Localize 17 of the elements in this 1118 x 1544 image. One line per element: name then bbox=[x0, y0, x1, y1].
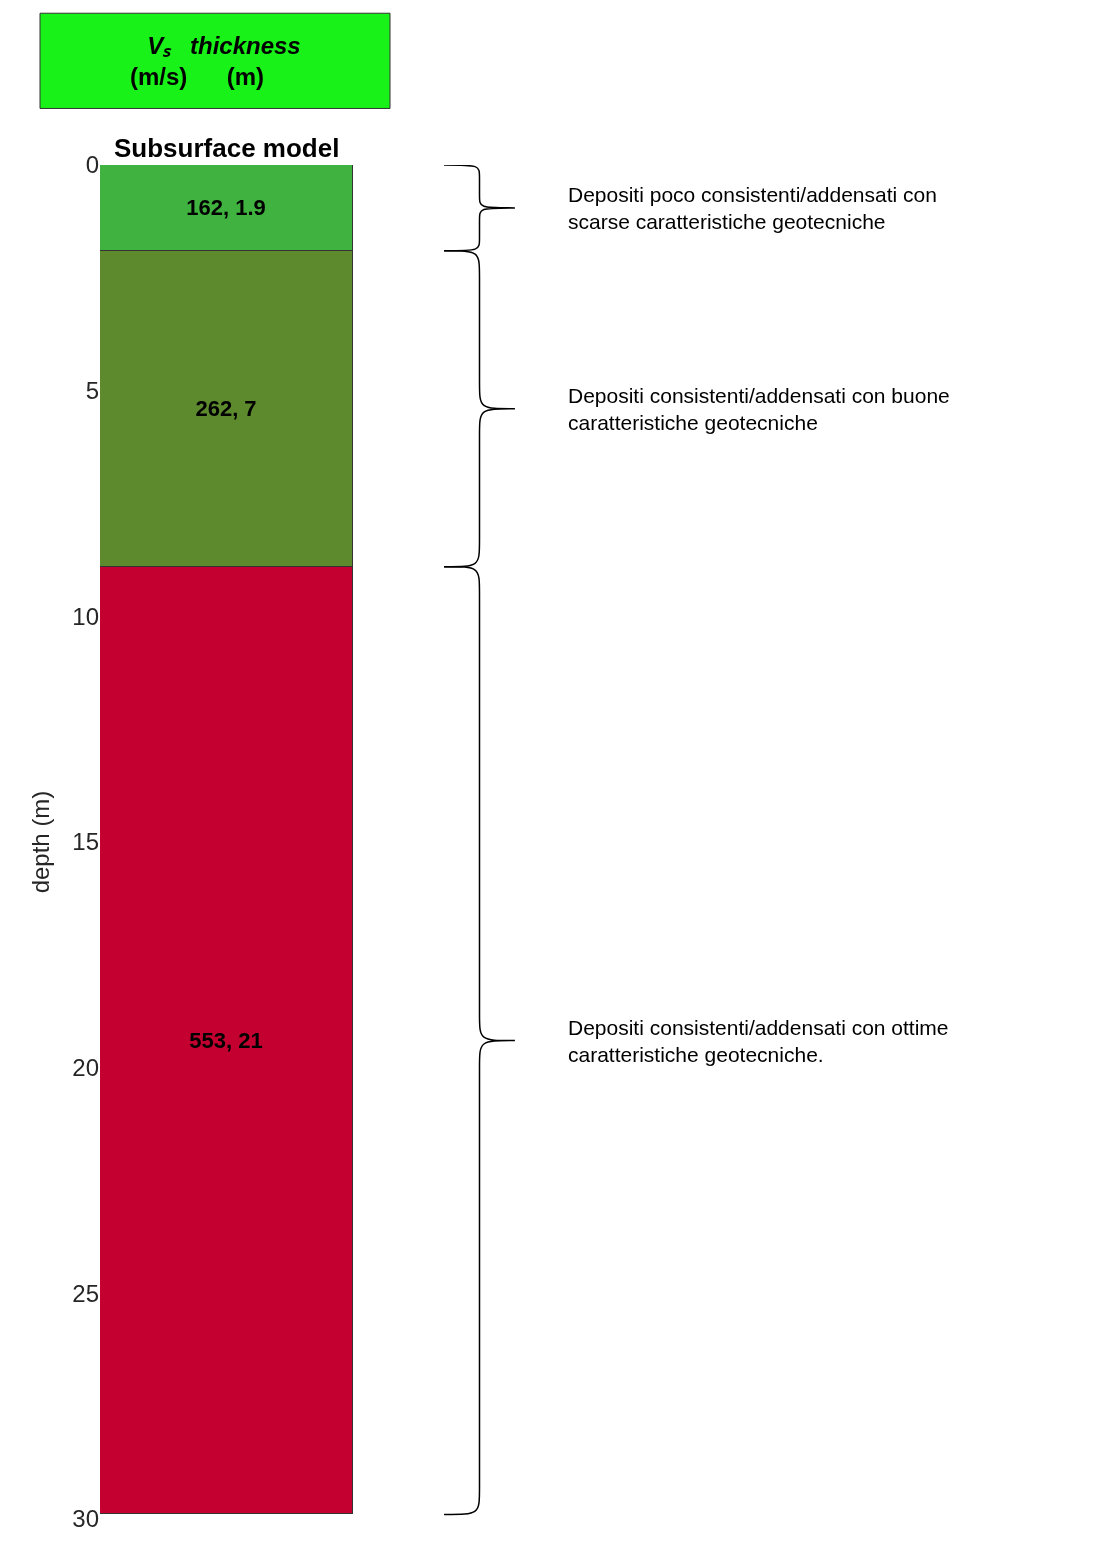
text: thickness (m) bbox=[190, 32, 301, 91]
chart-title: Subsurface model bbox=[114, 133, 340, 163]
y-tick-label: 15 bbox=[72, 828, 99, 856]
y-tick-label: 0 bbox=[85, 151, 99, 179]
text: Depositi poco consistenti/addensati con scarse caratteristiche geotecniche bbox=[568, 183, 937, 234]
y-tick-label: 25 bbox=[72, 1279, 99, 1307]
data-label: 553, 21 bbox=[189, 1027, 263, 1053]
y-tick-label: 20 bbox=[72, 1054, 99, 1082]
data-label: 162, 1.9 bbox=[186, 195, 266, 220]
text: Vₛ (m/s) bbox=[130, 32, 188, 91]
y-tick-label: 30 bbox=[72, 1505, 99, 1533]
text: Depositi consistenti/addensati con ottime caratteristiche geotecniche. bbox=[568, 1016, 949, 1067]
y-tick-label: 10 bbox=[72, 602, 99, 630]
data-label: 262, 7 bbox=[195, 396, 257, 421]
y-axis-title: depth (m) bbox=[27, 790, 55, 894]
text: Depositi consistenti/addensati con buone caratteristiche geotecniche bbox=[568, 384, 950, 435]
y-tick-label: 5 bbox=[85, 377, 99, 405]
